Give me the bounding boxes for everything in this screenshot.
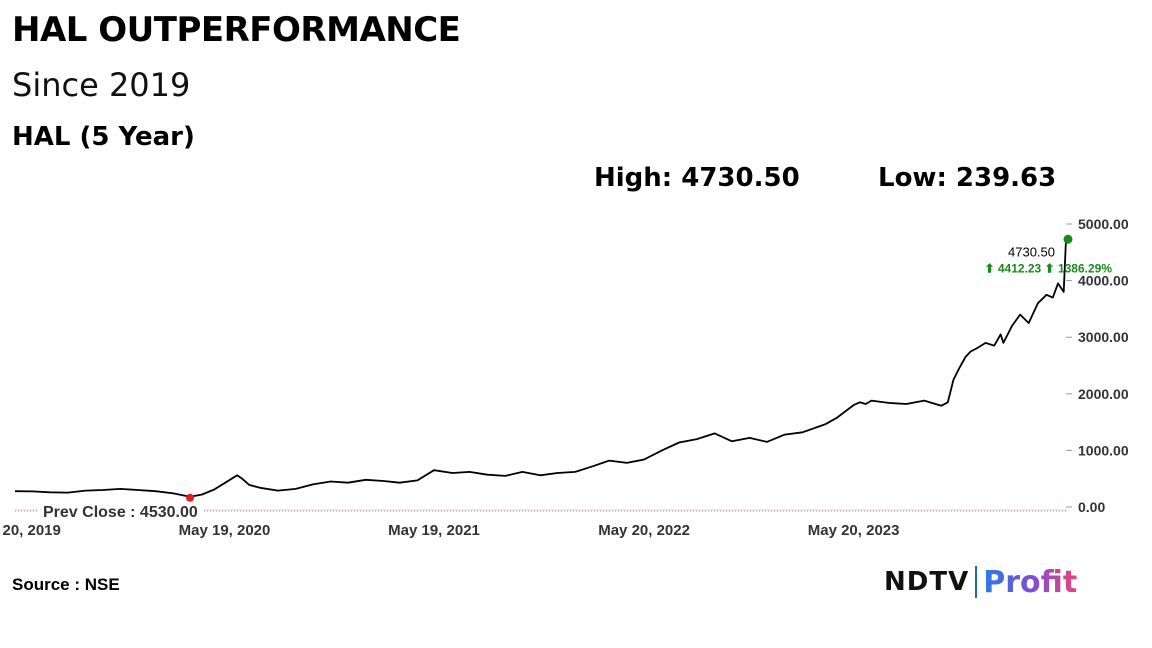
y-tick-label: 2000.00 <box>1078 386 1129 402</box>
chart-title: HAL OUTPERFORMANCE <box>12 10 461 50</box>
price-change-label: ⬆ 4412.23 ⬆ 1386.29% <box>984 261 1112 275</box>
x-tick-label: May 20, 2019 <box>0 522 61 539</box>
x-tick-label: May 20, 2023 <box>808 522 900 539</box>
stock-line-chart: 0.001000.002000.003000.004000.005000.00 … <box>0 216 1129 539</box>
x-tick-label: May 19, 2021 <box>388 522 480 539</box>
prev-close-point <box>186 493 195 502</box>
x-tick-label: May 20, 2022 <box>598 522 690 539</box>
brand-profit-text: Profit <box>983 564 1078 600</box>
x-axis: May 20, 2019 May 19, 2020 May 19, 2021 May … <box>0 522 899 539</box>
x-tick-label: May 19, 2020 <box>179 522 271 539</box>
y-tick-label: 5000.00 <box>1078 216 1129 232</box>
brand-ndtv-text: NDTV <box>884 567 970 597</box>
y-tick-label: 4000.00 <box>1078 273 1129 289</box>
y-tick-label: 1000.00 <box>1078 442 1129 458</box>
last-price-point <box>1063 234 1073 244</box>
last-price-label: 4730.50 <box>1008 244 1055 259</box>
y-tick-label: 3000.00 <box>1078 329 1129 345</box>
brand-separator <box>975 566 978 598</box>
high-value: High: 4730.50 <box>594 163 800 193</box>
chart-subtitle: Since 2019 <box>12 66 191 104</box>
stock-name-label: HAL (5 Year) <box>12 122 195 152</box>
price-series-line <box>14 239 1067 498</box>
low-value: Low: 239.63 <box>878 163 1057 193</box>
brand-logo: NDTV Profit <box>884 562 1077 602</box>
source-note: Source : NSE <box>12 575 120 594</box>
prev-close-label: Prev Close : 4530.00 <box>43 504 198 521</box>
y-axis: 0.00 1000.00 2000.00 3000.00 4000.00 5000.00 <box>1066 216 1129 515</box>
prev-close-label-bg <box>38 502 204 522</box>
y-tick-label: 0.00 <box>1078 499 1105 515</box>
